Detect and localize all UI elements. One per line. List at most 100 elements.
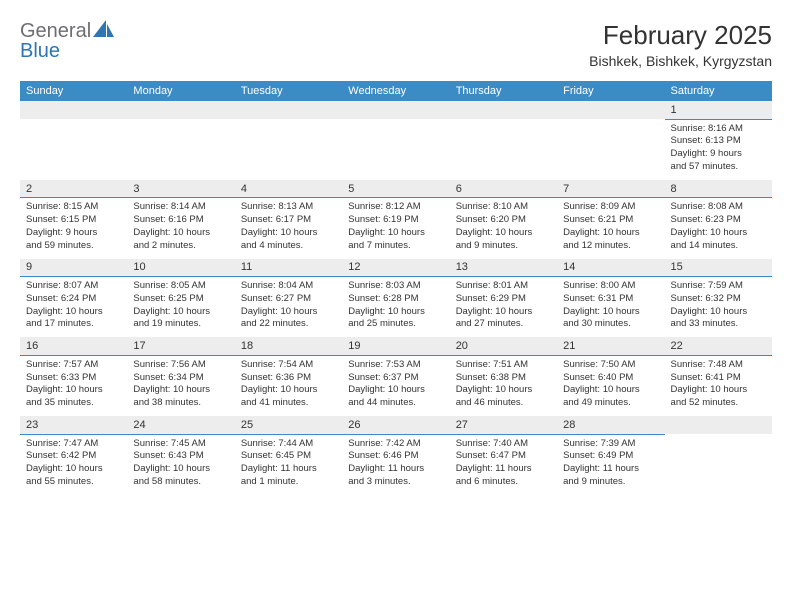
day-number-cell: 13 (450, 259, 557, 277)
day-cell: Sunrise: 7:56 AMSunset: 6:34 PMDaylight:… (127, 355, 234, 416)
day-sunrise-text: Sunrise: 7:56 AM (133, 359, 228, 372)
day-daylight1-text: Daylight: 10 hours (133, 227, 228, 240)
day-header-fri: Friday (557, 81, 664, 101)
day-sunrise-text: Sunrise: 7:44 AM (241, 438, 336, 451)
day-sunset-text: Sunset: 6:32 PM (671, 293, 766, 306)
day-cell: Sunrise: 7:54 AMSunset: 6:36 PMDaylight:… (235, 355, 342, 416)
day-number-row: 232425262728 (20, 416, 772, 434)
day-daylight1-text: Daylight: 11 hours (348, 463, 443, 476)
day-daylight1-text: Daylight: 10 hours (133, 463, 228, 476)
day-sunset-text: Sunset: 6:38 PM (456, 372, 551, 385)
day-number-cell: 25 (235, 416, 342, 434)
day-number-cell: 11 (235, 259, 342, 277)
day-cell: Sunrise: 7:53 AMSunset: 6:37 PMDaylight:… (342, 355, 449, 416)
day-cell: Sunrise: 8:09 AMSunset: 6:21 PMDaylight:… (557, 198, 664, 259)
day-sunrise-text: Sunrise: 8:05 AM (133, 280, 228, 293)
day-daylight2-text: and 55 minutes. (26, 476, 121, 489)
day-number-cell: 24 (127, 416, 234, 434)
week-row: Sunrise: 8:15 AMSunset: 6:15 PM Daylight:… (20, 198, 772, 259)
day-cell: Sunrise: 7:59 AMSunset: 6:32 PMDaylight:… (665, 277, 772, 338)
day-sunset-text: Sunset: 6:13 PM (671, 135, 766, 148)
day-sunset-text: Sunset: 6:47 PM (456, 450, 551, 463)
day-daylight1-text: Daylight: 10 hours (671, 306, 766, 319)
day-sunset-text: Sunset: 6:20 PM (456, 214, 551, 227)
day-number-cell (127, 101, 234, 119)
day-number-cell: 1 (665, 101, 772, 119)
day-daylight2-text: and 27 minutes. (456, 318, 551, 331)
day-sunset-text: Sunset: 6:49 PM (563, 450, 658, 463)
day-daylight2-text: and 7 minutes. (348, 240, 443, 253)
day-number-cell: 22 (665, 337, 772, 355)
day-sunrise-text: Sunrise: 8:04 AM (241, 280, 336, 293)
day-sunset-text: Sunset: 6:43 PM (133, 450, 228, 463)
day-daylight2-text: and 14 minutes. (671, 240, 766, 253)
month-title: February 2025 (589, 20, 772, 51)
day-sunset-text: Sunset: 6:24 PM (26, 293, 121, 306)
day-daylight2-text: and 44 minutes. (348, 397, 443, 410)
day-sunset-text: Sunset: 6:41 PM (671, 372, 766, 385)
day-cell (557, 119, 664, 180)
day-number-cell (20, 101, 127, 119)
day-daylight1-text: Daylight: 10 hours (456, 306, 551, 319)
day-number-row: 2345678 (20, 180, 772, 198)
day-daylight2-text: and 4 minutes. (241, 240, 336, 253)
day-sunset-text: Sunset: 6:42 PM (26, 450, 121, 463)
day-cell: Sunrise: 8:07 AMSunset: 6:24 PMDaylight:… (20, 277, 127, 338)
day-header-tue: Tuesday (235, 81, 342, 101)
day-number-cell: 6 (450, 180, 557, 198)
day-daylight2-text: and 2 minutes. (133, 240, 228, 253)
day-daylight1-text: Daylight: 10 hours (26, 384, 121, 397)
day-sunrise-text: Sunrise: 8:15 AM (26, 201, 121, 214)
day-number-cell: 21 (557, 337, 664, 355)
day-daylight1-text: Daylight: 11 hours (241, 463, 336, 476)
day-cell: Sunrise: 8:13 AMSunset: 6:17 PMDaylight:… (235, 198, 342, 259)
day-cell (20, 119, 127, 180)
day-number-cell: 14 (557, 259, 664, 277)
day-sunset-text: Sunset: 6:45 PM (241, 450, 336, 463)
day-header-mon: Monday (127, 81, 234, 101)
day-cell (342, 119, 449, 180)
day-daylight1-text: Daylight: 10 hours (26, 306, 121, 319)
day-sunrise-text: Sunrise: 7:40 AM (456, 438, 551, 451)
day-daylight1-text: Daylight: 10 hours (671, 227, 766, 240)
day-sunrise-text: Sunrise: 7:45 AM (133, 438, 228, 451)
day-sunrise-text: Sunrise: 8:03 AM (348, 280, 443, 293)
day-number-row: 9101112131415 (20, 259, 772, 277)
day-cell: Sunrise: 8:14 AMSunset: 6:16 PMDaylight:… (127, 198, 234, 259)
logo-text-blue: Blue (20, 40, 60, 62)
day-cell: Sunrise: 8:05 AMSunset: 6:25 PMDaylight:… (127, 277, 234, 338)
day-daylight2-text: and 58 minutes. (133, 476, 228, 489)
day-daylight1-text: Daylight: 10 hours (348, 306, 443, 319)
logo-sail-icon (93, 20, 115, 43)
day-sunrise-text: Sunrise: 8:07 AM (26, 280, 121, 293)
day-sunset-text: Sunset: 6:46 PM (348, 450, 443, 463)
day-sunset-text: Sunset: 6:29 PM (456, 293, 551, 306)
day-cell: Sunrise: 7:42 AMSunset: 6:46 PMDaylight:… (342, 434, 449, 495)
day-number-cell: 19 (342, 337, 449, 355)
day-cell (235, 119, 342, 180)
day-daylight2-text: and 33 minutes. (671, 318, 766, 331)
day-header-sat: Saturday (665, 81, 772, 101)
day-sunrise-text: Sunrise: 8:09 AM (563, 201, 658, 214)
day-cell: Sunrise: 7:50 AMSunset: 6:40 PMDaylight:… (557, 355, 664, 416)
day-number-cell (342, 101, 449, 119)
location-subtitle: Bishkek, Bishkek, Kyrgyzstan (589, 53, 772, 69)
day-number-cell: 10 (127, 259, 234, 277)
day-daylight1-text: Daylight: 10 hours (241, 227, 336, 240)
day-cell: Sunrise: 8:12 AMSunset: 6:19 PMDaylight:… (342, 198, 449, 259)
day-number-row: 16171819202122 (20, 337, 772, 355)
day-sunrise-text: Sunrise: 7:50 AM (563, 359, 658, 372)
day-sunset-text: Sunset: 6:27 PM (241, 293, 336, 306)
day-number-cell: 28 (557, 416, 664, 434)
day-number-cell: 12 (342, 259, 449, 277)
day-daylight2-text: and 19 minutes. (133, 318, 228, 331)
day-daylight2-text: and 30 minutes. (563, 318, 658, 331)
day-daylight2-text: and 22 minutes. (241, 318, 336, 331)
day-sunrise-text: Sunrise: 8:14 AM (133, 201, 228, 214)
day-sunrise-text: Sunrise: 7:42 AM (348, 438, 443, 451)
day-daylight1-text: Daylight: 10 hours (133, 306, 228, 319)
day-sunset-text: Sunset: 6:15 PM (26, 214, 121, 227)
week-row: Sunrise: 8:07 AMSunset: 6:24 PMDaylight:… (20, 277, 772, 338)
day-cell (127, 119, 234, 180)
day-sunrise-text: Sunrise: 7:48 AM (671, 359, 766, 372)
